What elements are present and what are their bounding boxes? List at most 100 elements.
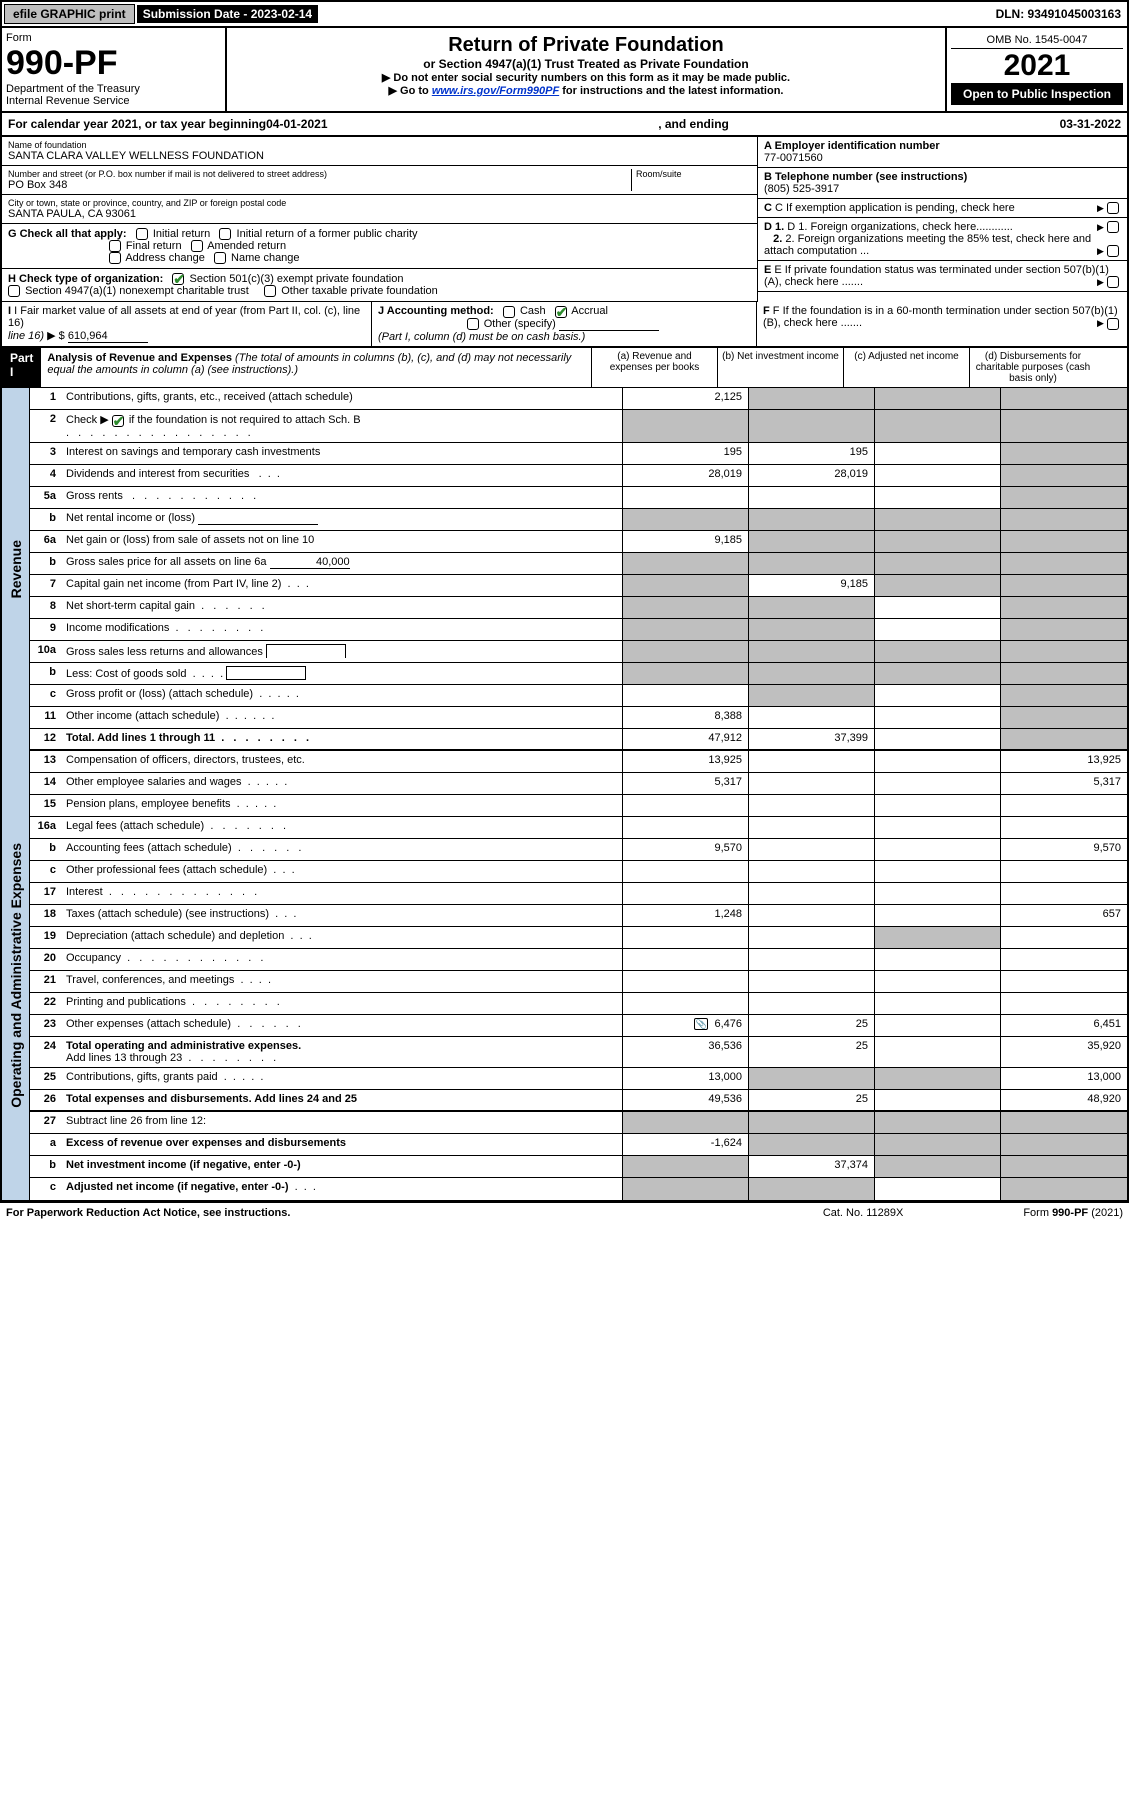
efile-graphic-print-button[interactable]: efile GRAPHIC print: [4, 4, 135, 24]
submission-date-label: Submission Date - 2023-02-14: [137, 5, 318, 23]
line-2: Check ▶ if the foundation is not require…: [62, 410, 623, 441]
room-suite-label: Room/suite: [636, 169, 751, 179]
line-25: Contributions, gifts, grants paid . . . …: [62, 1068, 623, 1089]
line-12: Total. Add lines 1 through 11 . . . . . …: [62, 729, 623, 749]
checkbox-sch-b[interactable]: [112, 415, 124, 427]
line-13: Compensation of officers, directors, tru…: [62, 751, 623, 772]
line-25-a: 13,000: [623, 1068, 749, 1089]
irs-link[interactable]: www.irs.gov/Form990PF: [432, 85, 559, 97]
line-5a: Gross rents . . . . . . . . . . .: [62, 487, 623, 508]
checkbox-cash[interactable]: [503, 306, 515, 318]
checkbox-amended-return[interactable]: [191, 240, 203, 252]
checkbox-d1[interactable]: [1107, 221, 1119, 233]
calendar-year-row: For calendar year 2021, or tax year begi…: [0, 113, 1129, 137]
col-d-header: (d) Disbursements for charitable purpose…: [970, 348, 1096, 387]
j-note: (Part I, column (d) must be on cash basi…: [378, 331, 585, 343]
phone-value: (805) 525-3917: [764, 183, 839, 195]
entity-info-grid: Name of foundation SANTA CLARA VALLEY WE…: [0, 137, 1129, 302]
part1-header-row: Part I Analysis of Revenue and Expenses …: [0, 348, 1129, 388]
line-4: Dividends and interest from securities .…: [62, 465, 623, 486]
ein-value: 77-0071560: [764, 152, 823, 164]
omb-number: OMB No. 1545-0047: [951, 32, 1123, 49]
line-1: Contributions, gifts, grants, etc., rece…: [62, 388, 623, 409]
checkbox-4947a1[interactable]: [8, 285, 20, 297]
line-26-a: 49,536: [623, 1090, 749, 1110]
col-b-header: (b) Net investment income: [718, 348, 844, 387]
line-24-a: 36,536: [623, 1037, 749, 1067]
line-23: Other expenses (attach schedule) . . . .…: [62, 1015, 623, 1036]
line-12-b: 37,399: [749, 729, 875, 749]
line-11: Other income (attach schedule) . . . . .…: [62, 707, 623, 728]
tax-year: 2021: [951, 49, 1123, 83]
line-21: Travel, conferences, and meetings . . . …: [62, 971, 623, 992]
line-16b-a: 9,570: [623, 839, 749, 860]
line-23-d: 6,451: [1001, 1015, 1127, 1036]
city-label: City or town, state or province, country…: [8, 198, 751, 208]
attachment-icon[interactable]: 📎: [694, 1018, 708, 1030]
checkbox-e[interactable]: [1107, 276, 1119, 288]
part1-title: Analysis of Revenue and Expenses: [47, 352, 232, 364]
line-9: Income modifications . . . . . . . .: [62, 619, 623, 640]
line-27: Subtract line 26 from line 12:: [62, 1112, 623, 1133]
line-27b-b: 37,374: [749, 1156, 875, 1177]
line-27a: Excess of revenue over expenses and disb…: [62, 1134, 623, 1155]
line-22: Printing and publications . . . . . . . …: [62, 993, 623, 1014]
checkbox-other-taxable[interactable]: [264, 285, 276, 297]
checkbox-initial-return[interactable]: [136, 228, 148, 240]
arrow-icon: [1097, 276, 1104, 288]
checkbox-accrual[interactable]: [555, 306, 567, 318]
line-16c: Other professional fees (attach schedule…: [62, 861, 623, 882]
warning-line-1: ▶ Do not enter social security numbers o…: [233, 71, 939, 84]
arrow-icon: [1097, 221, 1104, 233]
h-check-row: H Check type of organization: Section 50…: [2, 269, 757, 302]
line-1-a: 2,125: [623, 388, 749, 409]
line-16a: Legal fees (attach schedule) . . . . . .…: [62, 817, 623, 838]
line-19: Depreciation (attach schedule) and deple…: [62, 927, 623, 948]
line-23-a: 📎 6,476: [623, 1015, 749, 1036]
revenue-sidebar-label: Revenue: [8, 540, 24, 598]
line-20: Occupancy . . . . . . . . . . . .: [62, 949, 623, 970]
line-3-a: 195: [623, 443, 749, 464]
checkbox-f[interactable]: [1107, 318, 1119, 330]
line-27b: Net investment income (if negative, ente…: [62, 1156, 623, 1177]
line-13-d: 13,925: [1001, 751, 1127, 772]
tax-year-end: 03-31-2022: [1060, 117, 1121, 131]
line-18-a: 1,248: [623, 905, 749, 926]
checkbox-final-return[interactable]: [109, 240, 121, 252]
dept-treasury: Department of the Treasury: [6, 83, 221, 95]
checkbox-d2[interactable]: [1107, 245, 1119, 257]
irs-label: Internal Revenue Service: [6, 95, 221, 107]
f-label: F If the foundation is in a 60-month ter…: [763, 305, 1118, 329]
city-value: SANTA PAULA, CA 93061: [8, 208, 751, 220]
line-26-d: 48,920: [1001, 1090, 1127, 1110]
form-ref: Form 990-PF (2021): [1023, 1207, 1123, 1219]
checkbox-other-method[interactable]: [467, 318, 479, 330]
checkbox-address-change[interactable]: [109, 252, 121, 264]
line-23-b: 25: [749, 1015, 875, 1036]
tax-year-begin: 04-01-2021: [266, 117, 327, 131]
line-24: Total operating and administrative expen…: [62, 1037, 623, 1067]
checkbox-c[interactable]: [1107, 202, 1119, 214]
line-7: Capital gain net income (from Part IV, l…: [62, 575, 623, 596]
checkbox-name-change[interactable]: [214, 252, 226, 264]
line-25-d: 13,000: [1001, 1068, 1127, 1089]
line-27a-a: -1,624: [623, 1134, 749, 1155]
catalog-number: Cat. No. 11289X: [823, 1207, 904, 1219]
d1-label: D 1. Foreign organizations, check here..…: [787, 221, 1013, 233]
paperwork-notice: For Paperwork Reduction Act Notice, see …: [6, 1207, 823, 1219]
line-13-a: 13,925: [623, 751, 749, 772]
form-title: Return of Private Foundation: [233, 34, 939, 57]
line-24-b: 25: [749, 1037, 875, 1067]
d2-label: 2. Foreign organizations meeting the 85%…: [764, 233, 1091, 257]
line-18: Taxes (attach schedule) (see instruction…: [62, 905, 623, 926]
line-16b-d: 9,570: [1001, 839, 1127, 860]
line-6a-a: 9,185: [623, 531, 749, 552]
ijf-row: I I Fair market value of all assets at e…: [0, 302, 1129, 348]
c-label: C If exemption application is pending, c…: [775, 202, 1015, 214]
checkbox-501c3[interactable]: [172, 273, 184, 285]
line-14-a: 5,317: [623, 773, 749, 794]
line-26: Total expenses and disbursements. Add li…: [62, 1090, 623, 1110]
arrow-icon: [1097, 245, 1104, 257]
checkbox-initial-former[interactable]: [219, 228, 231, 240]
line-26-b: 25: [749, 1090, 875, 1110]
